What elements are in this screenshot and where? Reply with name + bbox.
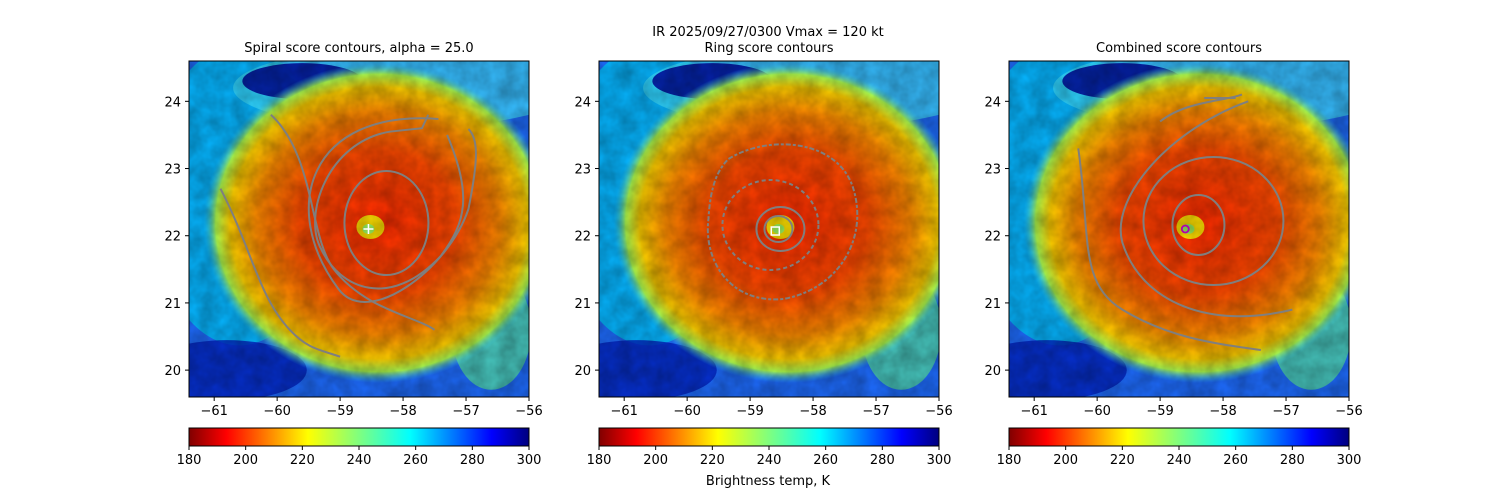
y-tick-label: 23: [164, 163, 181, 178]
colorbar-tick-label: 300: [517, 453, 542, 468]
contour-mid: [1142, 156, 1285, 286]
panel-title: Spiral score contours, alpha = 25.0: [244, 41, 473, 56]
x-tick-label: −61: [1020, 404, 1047, 419]
x-tick-label: −56: [1335, 404, 1362, 419]
colorbar-tick-label: 200: [643, 453, 668, 468]
x-tick-label: −56: [925, 404, 952, 419]
center-marker: [363, 224, 374, 234]
x-tick-label: −58: [799, 404, 826, 419]
colorbar-tick-label: 240: [347, 453, 372, 468]
score-contours: [219, 114, 477, 358]
contour-outer: [314, 114, 465, 290]
y-tick-label: 20: [164, 364, 181, 379]
x-tick-label: −57: [1272, 404, 1299, 419]
y-tick-label: 22: [574, 230, 591, 245]
contour-ring-2: [755, 206, 806, 252]
y-tick-label: 20: [984, 364, 1001, 379]
colorbar-tick-label: 220: [700, 453, 725, 468]
texture-overlay: [189, 61, 529, 397]
colorbar-tick-label: 280: [1280, 453, 1305, 468]
y-tick-label: 21: [574, 297, 591, 312]
x-tick-label: −60: [1083, 404, 1110, 419]
x-tick-label: −59: [736, 404, 763, 419]
colorbar-tick-label: 260: [403, 453, 428, 468]
colorbar-tick-label: 200: [1053, 453, 1078, 468]
x-tick-label: −57: [452, 404, 479, 419]
contour-spiral-arm: [1077, 148, 1261, 351]
colorbar-tick-label: 180: [997, 453, 1022, 468]
x-tick-label: −59: [1146, 404, 1173, 419]
colorbar: [1008, 427, 1350, 447]
x-tick-label: −58: [1209, 404, 1236, 419]
panel-title: Ring score contours: [704, 41, 833, 56]
texture-overlay: [599, 61, 939, 397]
colorbar-tick-label: 260: [813, 453, 838, 468]
colorbar-tick-label: 200: [233, 453, 258, 468]
contour-mid: [307, 117, 477, 303]
panel-title: Combined score contours: [1096, 41, 1262, 56]
y-tick-label: 24: [164, 95, 181, 110]
y-tick-label: 24: [984, 95, 1001, 110]
ir-image: [189, 61, 529, 397]
contour-ring-1: [763, 215, 794, 243]
contour-inner: [343, 170, 430, 276]
contour-inner: [1171, 194, 1226, 256]
contour-ring-4: [721, 179, 820, 271]
colorbar-tick-label: 240: [757, 453, 782, 468]
x-tick-label: −59: [326, 404, 353, 419]
x-tick-label: −61: [610, 404, 637, 419]
ir-image: [1009, 61, 1349, 397]
center-marker: [770, 226, 781, 236]
colorbar-tick-label: 260: [1223, 453, 1248, 468]
panel-3: Combined score contours −61 −60 −59 −58 −57 −5…: [984, 41, 1362, 468]
x-tick-label: −57: [862, 404, 889, 419]
center-marker: [1180, 224, 1190, 234]
y-tick-label: 22: [164, 230, 181, 245]
score-contours: [1077, 93, 1293, 351]
y-tick-label: 23: [574, 163, 591, 178]
axes-frame: [1008, 60, 1350, 398]
y-tick-label: 21: [164, 297, 181, 312]
colorbar-tick-label: 180: [587, 453, 612, 468]
y-tick-label: 20: [574, 364, 591, 379]
colorbar: [598, 427, 940, 447]
colorbar-tick-label: 220: [1110, 453, 1135, 468]
x-tick-label: −61: [200, 404, 227, 419]
x-tick-label: −60: [263, 404, 290, 419]
axes-frame: [188, 60, 530, 398]
colorbar-tick-label: 300: [1337, 453, 1362, 468]
x-tick-label: −60: [673, 404, 700, 419]
y-tick-label: 22: [984, 230, 1001, 245]
colorbar-tick-label: 180: [177, 453, 202, 468]
score-contours: [706, 143, 859, 301]
colorbar-tick-label: 280: [460, 453, 485, 468]
contour-north-arm: [1159, 93, 1243, 123]
y-tick-label: 24: [574, 95, 591, 110]
colorbar: [188, 427, 530, 447]
contour-ring-3: [706, 143, 859, 301]
texture-overlay: [1009, 61, 1349, 397]
colorbar-label: Brightness temp, K: [706, 474, 831, 489]
colorbar-tick-label: 280: [870, 453, 895, 468]
panel-2: Ring score contours −61 −60 −59 −58 −57 −56 20 2…: [574, 41, 952, 468]
x-tick-label: −56: [515, 404, 542, 419]
x-tick-label: −58: [389, 404, 416, 419]
contour-west-arm: [270, 114, 436, 331]
colorbar-tick-label: 240: [1167, 453, 1192, 468]
ir-image: [599, 61, 939, 397]
y-tick-label: 23: [984, 163, 1001, 178]
axes-frame: [598, 60, 940, 398]
contour-spiral-arm: [219, 188, 341, 358]
colorbar-tick-label: 300: [927, 453, 952, 468]
contour-outer: [1119, 100, 1293, 318]
y-tick-label: 21: [984, 297, 1001, 312]
panel-1: Spiral score contours, alpha = 25.0 −61 −6…: [164, 41, 542, 468]
suptitle: IR 2025/09/27/0300 Vmax = 120 kt: [652, 25, 883, 40]
colorbar-tick-label: 220: [290, 453, 315, 468]
